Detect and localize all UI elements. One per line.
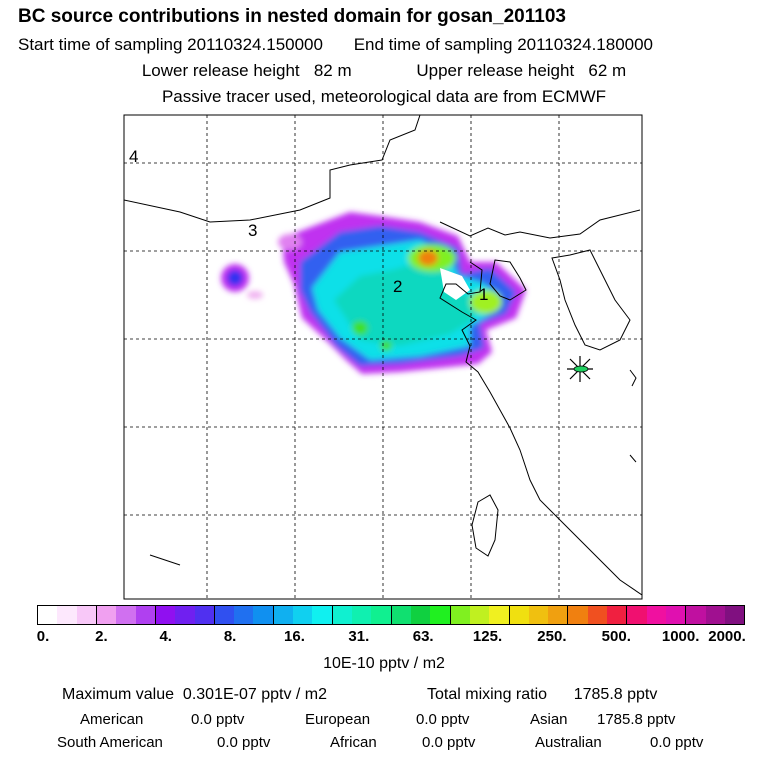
- color-swatch: [57, 606, 77, 624]
- concentration-plume: [221, 212, 526, 374]
- color-swatch: [607, 606, 627, 624]
- total-value: 1785.8 pptv: [573, 686, 658, 703]
- upper-value: 62 m: [588, 61, 627, 80]
- color-scale-tick-label: 500.: [601, 628, 631, 645]
- total-label: Total mixing ratio: [427, 686, 548, 703]
- color-swatch: [666, 606, 686, 624]
- color-scale-tick-label: 1000.: [661, 628, 700, 645]
- color-swatch: [646, 606, 666, 624]
- coastlines: [124, 115, 642, 596]
- color-swatch: [508, 606, 529, 624]
- color-swatch: [213, 606, 235, 624]
- map-frame: [123, 114, 643, 600]
- lower-label: Lower release height: [141, 61, 300, 80]
- color-swatch: [449, 606, 470, 624]
- start-label: Start time of sampling: [18, 35, 183, 54]
- color-swatch: [685, 606, 706, 624]
- color-scale-tick-label: 250.: [537, 628, 567, 645]
- american-label: American: [80, 711, 144, 728]
- region-label-1: 1: [479, 285, 488, 304]
- american-value: 0.0 pptv: [191, 711, 245, 728]
- color-swatch: [489, 606, 509, 624]
- lower-value: 82 m: [313, 61, 352, 80]
- south-american-value: 0.0 pptv: [217, 734, 271, 751]
- color-swatch: [410, 606, 431, 624]
- color-scale-tick-label: 0.: [36, 628, 50, 645]
- color-swatch: [95, 606, 117, 624]
- color-scale-tick-label: 4.: [159, 628, 172, 645]
- european-label: European: [305, 711, 371, 728]
- color-swatch: [76, 606, 96, 624]
- color-swatch: [469, 606, 490, 624]
- color-swatch: [293, 606, 313, 624]
- page-title: BC source contributions in nested domain…: [18, 6, 566, 27]
- european-value: 0.0 pptv: [416, 711, 470, 728]
- color-scale-tick-label: 63.: [412, 628, 434, 645]
- african-label: African: [330, 734, 377, 751]
- color-swatch: [371, 606, 391, 624]
- max-label: Maximum value: [62, 686, 175, 703]
- color-swatch: [626, 606, 647, 624]
- color-swatch: [253, 606, 273, 624]
- color-swatch: [38, 606, 58, 624]
- color-swatch: [705, 606, 725, 624]
- end-label: End time of sampling: [353, 35, 513, 54]
- color-swatch: [430, 606, 450, 624]
- african-value: 0.0 pptv: [422, 734, 476, 751]
- sampling-times: Start time of sampling 20110324.150000 E…: [18, 35, 653, 55]
- lat-lon-grid: [124, 115, 642, 599]
- color-swatch: [528, 606, 549, 624]
- color-swatch: [567, 606, 588, 624]
- region-label-3: 3: [248, 221, 257, 240]
- color-swatch: [135, 606, 155, 624]
- end-value: 20110324.180000: [517, 35, 654, 54]
- color-swatch: [234, 606, 254, 624]
- star-icon: [567, 356, 593, 382]
- color-swatch: [272, 606, 294, 624]
- color-scale-unit: 10E-10 pptv / m2: [323, 655, 445, 672]
- max-value: 0.301E-07 pptv / m2: [182, 686, 328, 703]
- upper-label: Upper release height: [416, 61, 575, 80]
- color-scale-tick-label: 8.: [223, 628, 237, 645]
- color-swatch: [194, 606, 214, 624]
- color-scale-bar: [37, 605, 745, 625]
- color-swatch: [331, 606, 352, 624]
- color-scale-tick-label: 16.: [284, 628, 305, 645]
- south-american-label: South American: [57, 734, 163, 751]
- start-value: 20110324.150000: [187, 35, 323, 54]
- color-swatch: [154, 606, 176, 624]
- color-scale-tick-label: 2000.: [708, 628, 746, 645]
- tracer-note: Passive tracer used, meteorological data…: [161, 87, 607, 106]
- total-row: Total mixing ratio 1785.8 pptv: [427, 686, 657, 704]
- region-label-2: 2: [393, 277, 402, 296]
- australian-value: 0.0 pptv: [650, 734, 704, 751]
- color-scale-tick-label: 2.: [95, 628, 108, 645]
- asian-label: Asian: [530, 711, 568, 728]
- map-panel: 1 2 3 4: [123, 114, 643, 600]
- asian-value: 1785.8 pptv: [597, 711, 676, 728]
- color-swatch: [548, 606, 568, 624]
- color-swatch: [724, 606, 745, 624]
- color-scale-tick-label: 31.: [348, 628, 370, 645]
- region-label-4: 4: [129, 147, 138, 166]
- color-swatch: [175, 606, 195, 624]
- color-swatch: [587, 606, 608, 624]
- color-swatch: [116, 606, 136, 624]
- release-heights: Lower release height 82 m Upper release …: [0, 61, 768, 81]
- color-swatch: [312, 606, 332, 624]
- color-swatch: [352, 606, 372, 624]
- max-value-row: Maximum value 0.301E-07 pptv / m2: [62, 686, 327, 704]
- australian-label: Australian: [535, 734, 602, 751]
- color-swatch: [390, 606, 411, 624]
- color-scale-tick-label: 125.: [472, 628, 503, 645]
